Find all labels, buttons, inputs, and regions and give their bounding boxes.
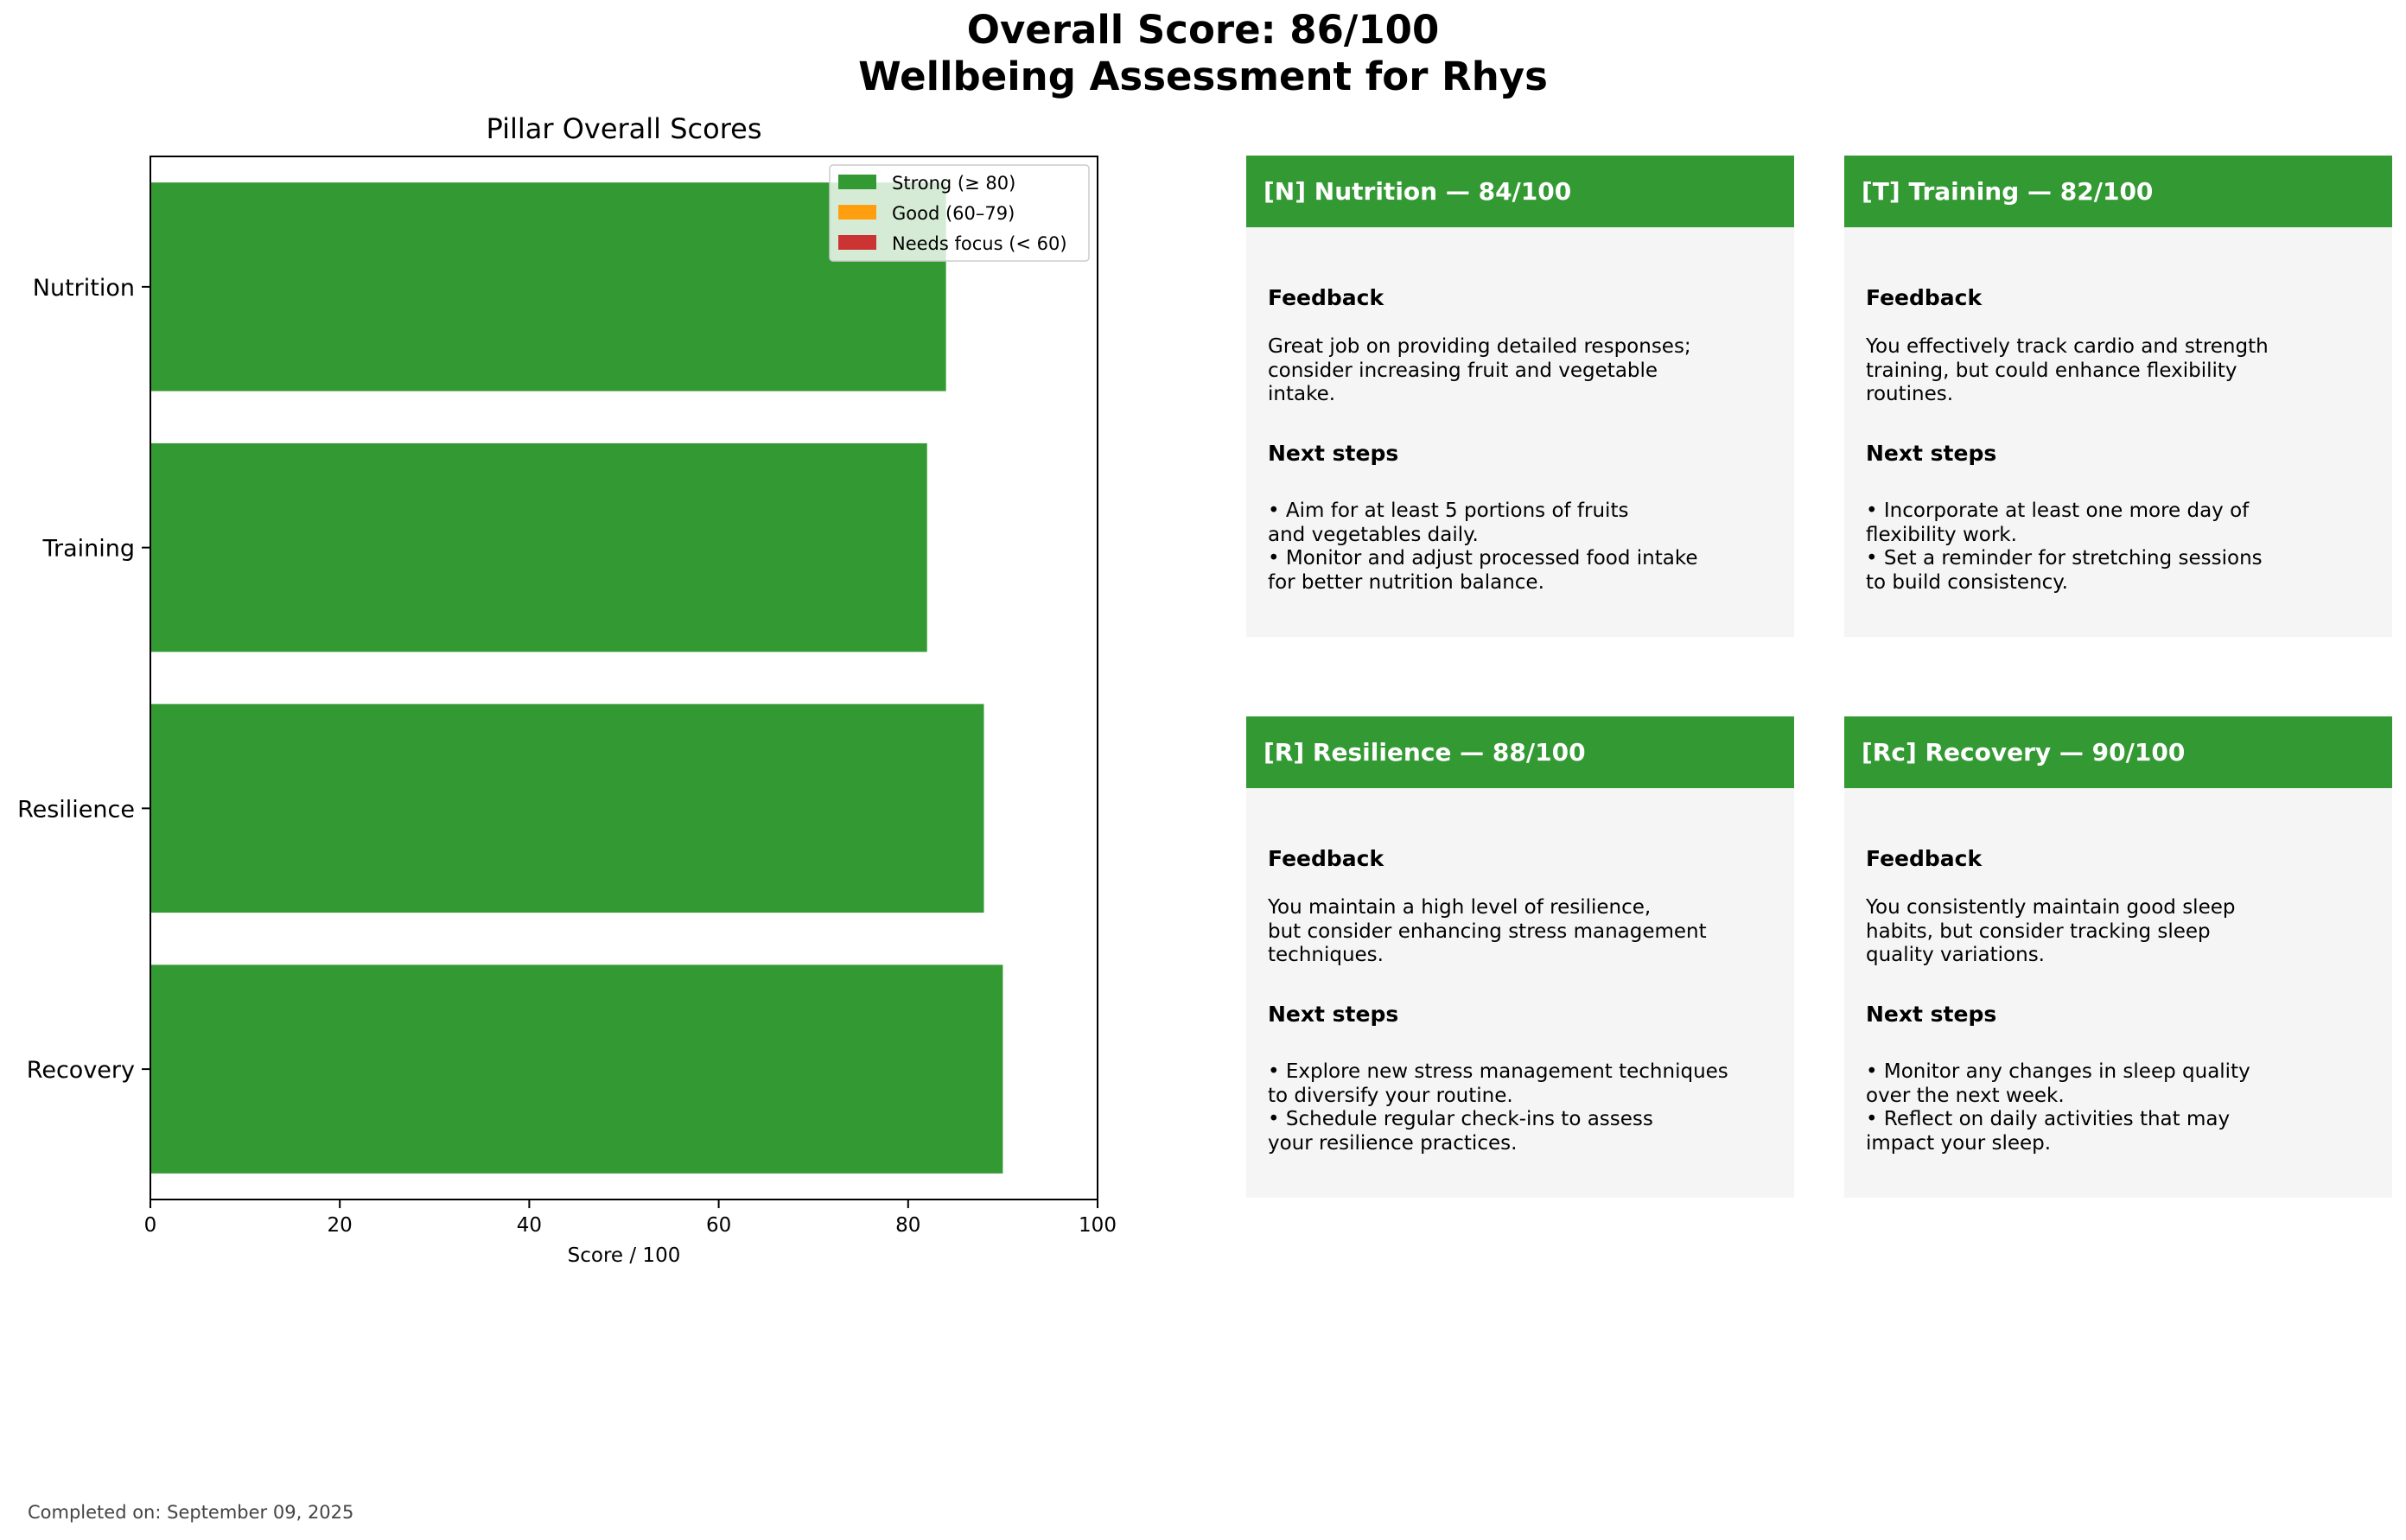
chart-legend: Strong (≥ 80) Good (60–79) Needs focus (< … <box>829 164 1090 262</box>
training-card: [T] Training — 82/100 Feedback You effec… <box>1844 156 2392 637</box>
legend-swatch <box>838 235 876 250</box>
legend-label: Strong (≥ 80) <box>892 173 1015 194</box>
next-steps-text: • Explore new stress management techniqu… <box>1268 1060 1728 1155</box>
next-steps-heading: Next steps <box>1268 1002 1399 1027</box>
y-tick-label-recovery: Recovery <box>27 1057 135 1084</box>
resilience-card: [R] Resilience — 88/100 Feedback You mai… <box>1246 716 1794 1198</box>
legend-label: Needs focus (< 60) <box>892 233 1067 254</box>
completed-date: Completed on: September 09, 2025 <box>28 1502 354 1523</box>
card-header: [T] Training — 82/100 <box>1844 156 2392 227</box>
y-tick-label-resilience: Resilience <box>17 796 135 823</box>
bar-resilience <box>150 703 984 913</box>
y-tick-label-training: Training <box>41 536 135 563</box>
feedback-text: You maintain a high level of resilience,… <box>1268 896 1707 966</box>
assessment-title: Wellbeing Assessment for Rhys <box>858 54 1548 99</box>
x-tick-label: 80 <box>895 1214 920 1237</box>
y-tick-label-nutrition: Nutrition <box>33 275 135 302</box>
x-tick-label: 100 <box>1079 1214 1117 1237</box>
chart-title: Pillar Overall Scores <box>486 112 761 145</box>
legend-swatch <box>838 205 876 220</box>
next-steps-heading: Next steps <box>1866 441 1997 466</box>
plot-frame <box>150 156 1098 1200</box>
legend-label: Good (60–79) <box>892 203 1015 224</box>
card-header: [R] Resilience — 88/100 <box>1246 716 1794 788</box>
bar-recovery <box>150 964 1003 1174</box>
card-header: [N] Nutrition — 84/100 <box>1246 156 1794 227</box>
legend-swatch <box>838 175 876 189</box>
x-tick-label: 0 <box>144 1214 157 1237</box>
next-steps-text: • Incorporate at least one more day of f… <box>1866 500 2263 594</box>
nutrition-card: [N] Nutrition — 84/100 Feedback Great jo… <box>1246 156 1794 637</box>
card-header: [Rc] Recovery — 90/100 <box>1844 716 2392 788</box>
x-tick-label: 60 <box>706 1214 731 1237</box>
bar-training <box>150 442 927 652</box>
x-tick-label: 40 <box>517 1214 542 1237</box>
x-axis-label: Score / 100 <box>568 1244 681 1267</box>
feedback-heading: Feedback <box>1866 285 1983 310</box>
next-steps-text: • Monitor any changes in sleep quality o… <box>1866 1060 2250 1155</box>
next-steps-text: • Aim for at least 5 portions of fruits … <box>1268 500 1698 594</box>
recovery-card: [Rc] Recovery — 90/100 Feedback You cons… <box>1844 716 2392 1198</box>
legend-box <box>829 164 1090 262</box>
feedback-heading: Feedback <box>1268 846 1384 871</box>
feedback-heading: Feedback <box>1866 846 1983 871</box>
page-title: Overall Score: 86/100 Wellbeing Assessme… <box>0 7 2406 100</box>
x-tick-label: 20 <box>328 1214 353 1237</box>
pillar-scores-chart: Pillar Overall Scores Nutrition Training R… <box>17 112 1117 1267</box>
feedback-text: Great job on providing detailed response… <box>1268 335 1691 405</box>
next-steps-heading: Next steps <box>1268 441 1399 466</box>
next-steps-heading: Next steps <box>1866 1002 1997 1027</box>
overall-score-title: Overall Score: 86/100 <box>966 7 1440 53</box>
feedback-heading: Feedback <box>1268 285 1384 310</box>
bar-nutrition <box>150 182 946 391</box>
feedback-text: You consistently maintain good sleep hab… <box>1866 896 2236 966</box>
feedback-text: You effectively track cardio and strengt… <box>1866 335 2269 405</box>
